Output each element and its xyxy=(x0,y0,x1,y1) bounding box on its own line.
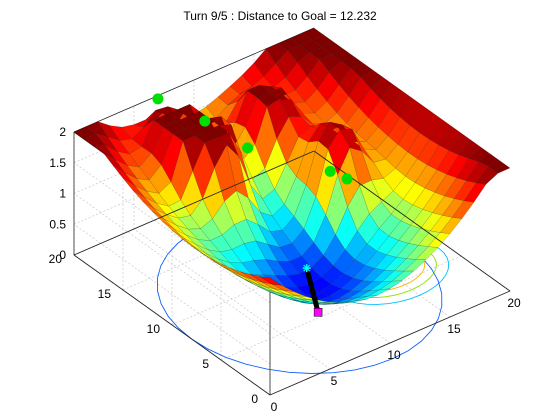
surface-cell xyxy=(429,118,452,146)
surface-cell xyxy=(487,160,511,174)
surface-mesh xyxy=(73,27,511,305)
goal-marker xyxy=(199,115,211,127)
x-tick-label: 10 xyxy=(387,348,401,362)
x-tick-label: 20 xyxy=(507,296,521,310)
goal-marker xyxy=(242,142,254,154)
z-tick-label: 1.5 xyxy=(49,156,66,170)
surface-cell xyxy=(340,55,364,69)
current-marker xyxy=(302,264,311,273)
box-edge xyxy=(269,290,511,396)
x-tick-label: 0 xyxy=(271,400,278,414)
chart-title: Turn 9/5 : Distance to Goal = 12.232 xyxy=(183,9,377,23)
box-edge xyxy=(73,150,315,256)
grid-line xyxy=(73,162,271,304)
z-tick-label: 1 xyxy=(59,187,66,201)
goal-marker xyxy=(152,93,164,105)
y-tick-label: 20 xyxy=(49,252,63,266)
box-edge xyxy=(73,254,271,396)
robot-path xyxy=(304,265,321,315)
z-tick-label: 2 xyxy=(59,125,66,139)
start-marker xyxy=(313,308,323,317)
grid-line xyxy=(73,223,271,365)
x-tick-label: 5 xyxy=(331,374,338,388)
x-tick-label: 15 xyxy=(447,322,461,336)
surface-cell xyxy=(468,146,491,162)
y-tick-label: 15 xyxy=(98,287,112,301)
grid-line xyxy=(73,193,271,334)
z-tick-label: 0.5 xyxy=(49,217,66,231)
y-tick-label: 5 xyxy=(202,357,209,371)
goal-marker xyxy=(341,173,353,185)
goal-marker xyxy=(324,165,336,177)
plot-overlays xyxy=(152,93,353,317)
y-tick-label: 10 xyxy=(147,322,161,336)
y-tick-label: 0 xyxy=(251,392,258,406)
z-tick-label: 0 xyxy=(59,248,66,262)
